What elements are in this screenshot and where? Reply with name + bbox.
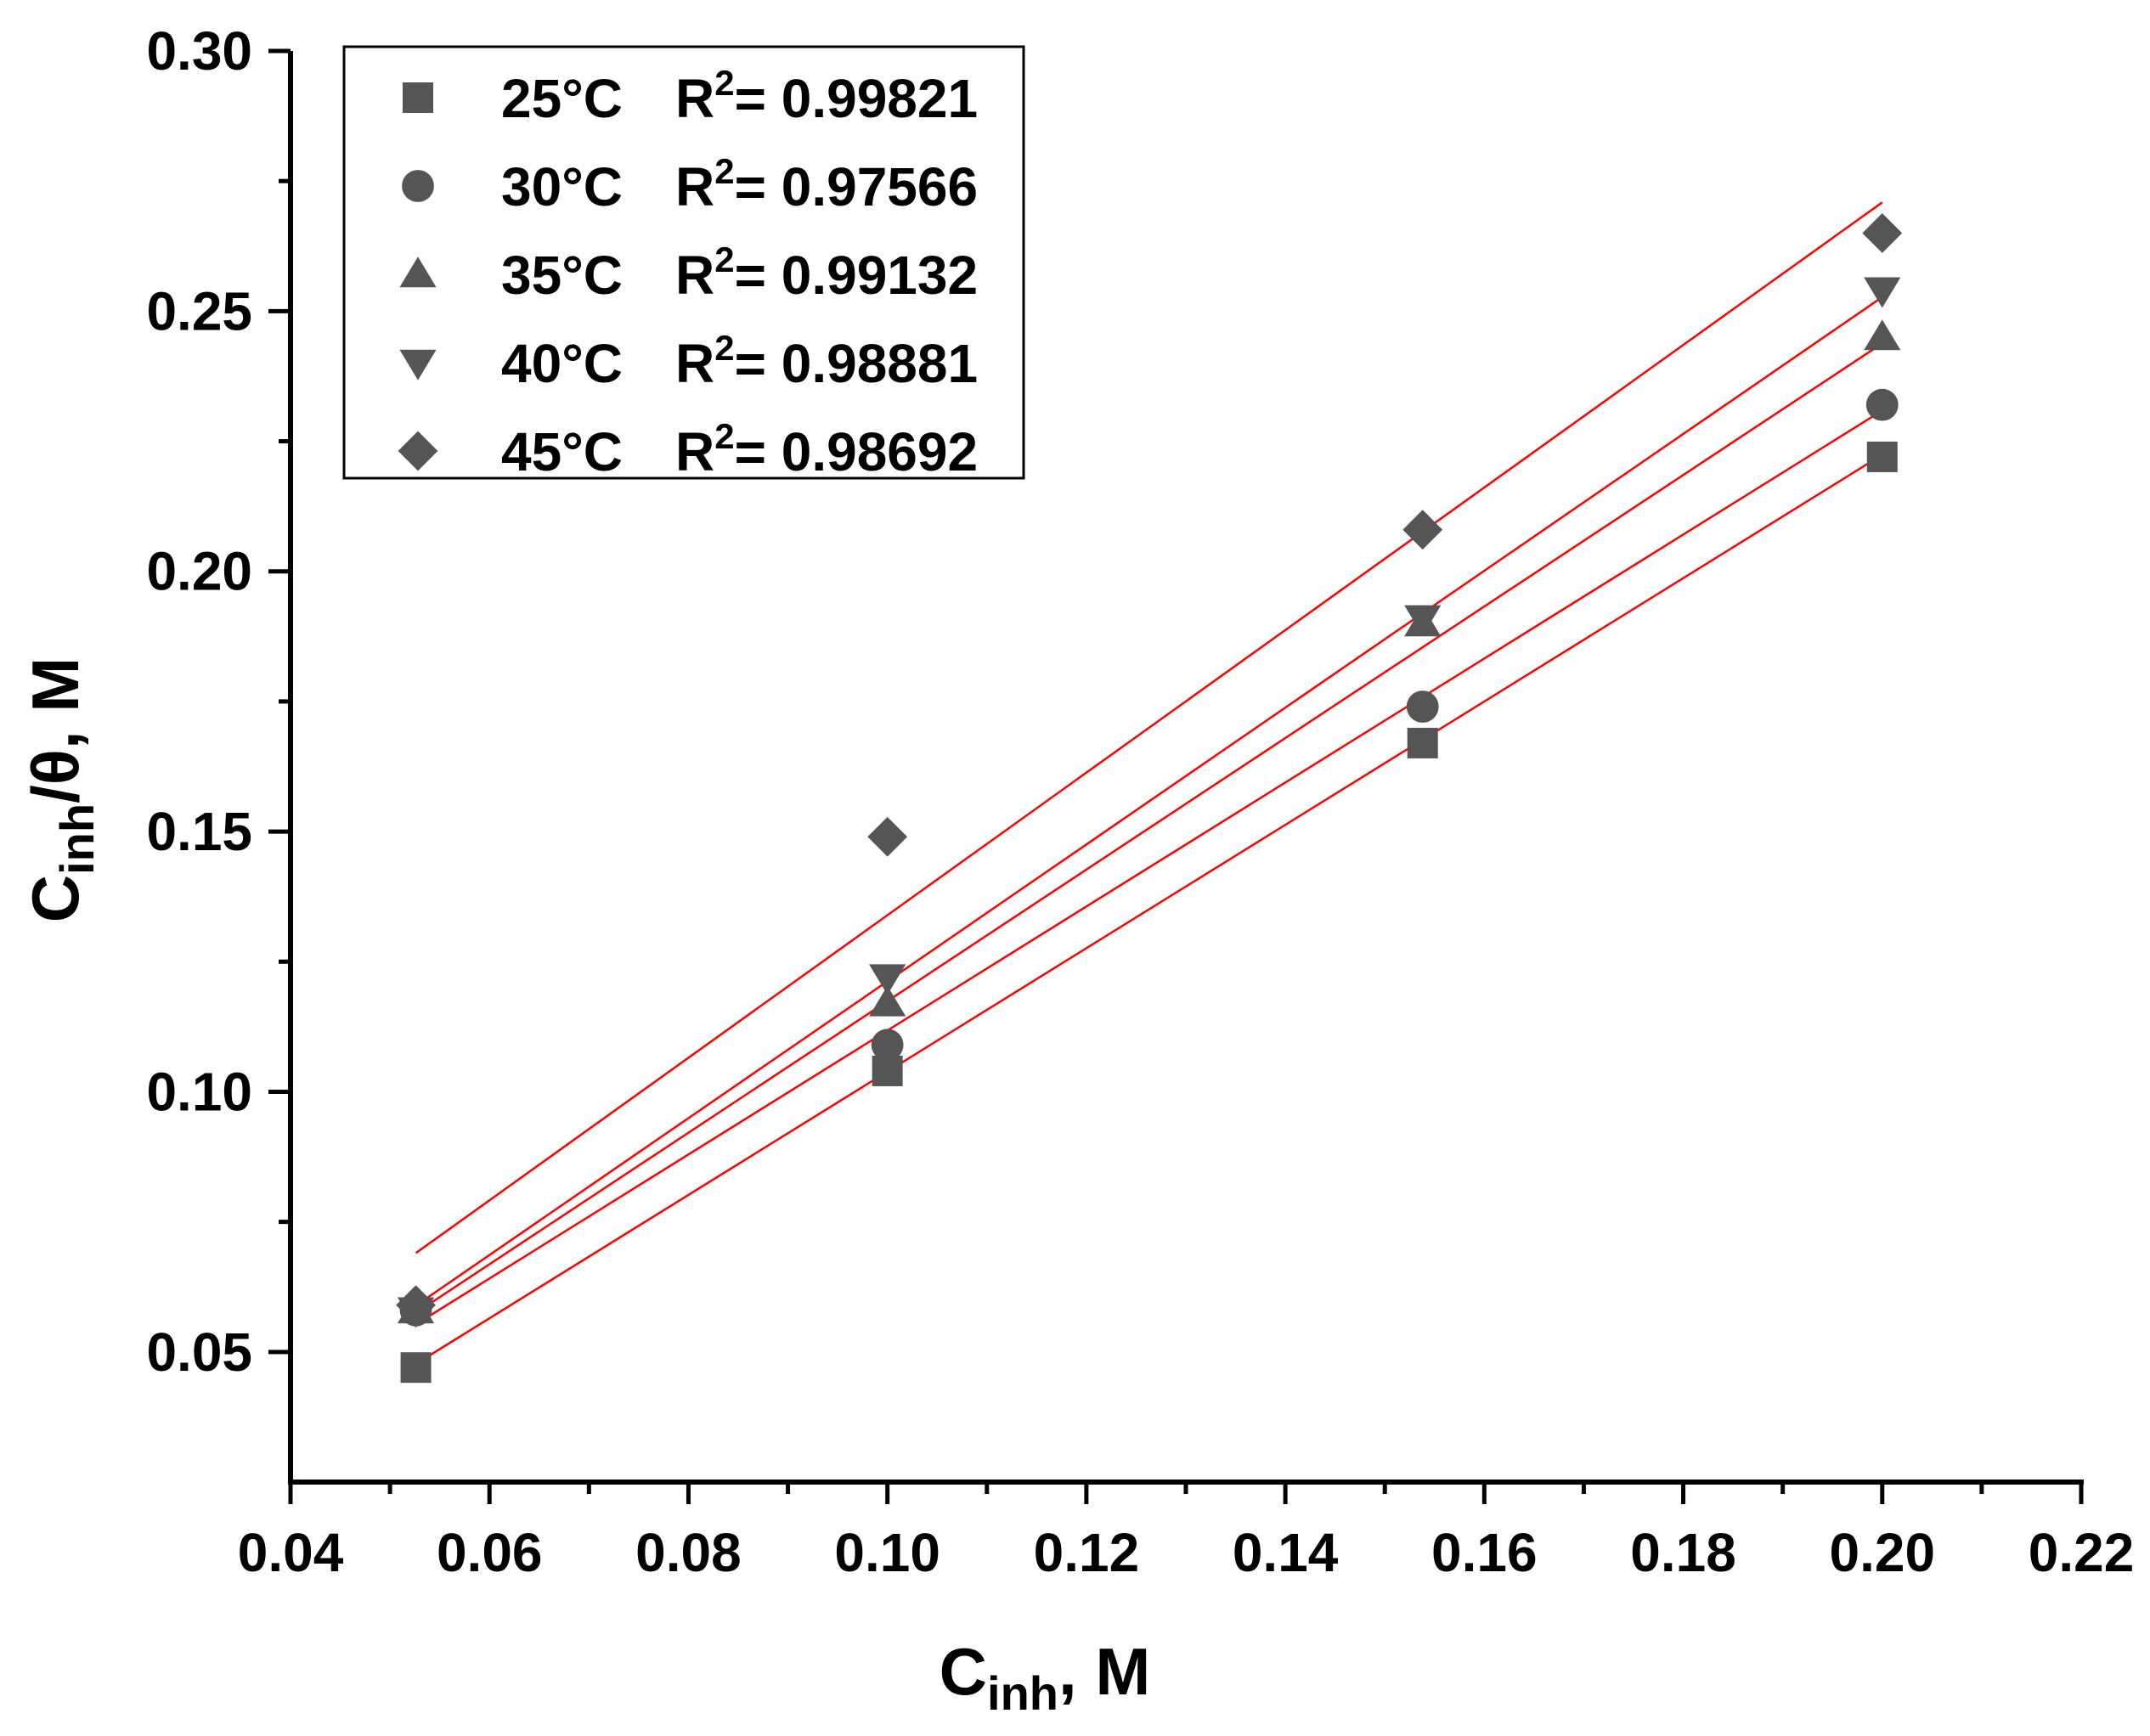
legend-r-label: R <box>675 68 714 129</box>
legend-r-label: R <box>675 333 714 394</box>
x-tick-label: 0.16 <box>1431 1522 1538 1583</box>
y-tick-label: 0.30 <box>146 20 252 82</box>
x-axis-title: Cinh, M <box>940 1634 1151 1720</box>
legend-frame <box>342 45 1025 480</box>
legend-series-name: 45°C <box>501 421 623 482</box>
legend-r-label: R <box>675 421 714 482</box>
x-tick-label: 0.20 <box>1829 1522 1935 1583</box>
x-tick-label: 0.18 <box>1630 1522 1736 1583</box>
data-point <box>869 964 906 995</box>
fit-line <box>415 342 1883 1314</box>
x-tick-label: 0.22 <box>2029 1522 2135 1583</box>
data-point <box>867 816 908 857</box>
x-axis-title-suffix: , M <box>1058 1634 1150 1709</box>
data-point <box>1865 388 1899 421</box>
x-tick-label: 0.12 <box>1034 1522 1140 1583</box>
y-tick-label: 0.05 <box>146 1322 252 1383</box>
data-point <box>396 1285 436 1326</box>
x-tick-label: 0.04 <box>238 1522 344 1583</box>
data-point <box>1402 510 1443 550</box>
legend-r-exponent: 2 <box>714 328 734 368</box>
data-point <box>1862 213 1903 253</box>
fit-line <box>415 409 1883 1326</box>
legend-r-exponent: 2 <box>714 151 734 191</box>
legend-r2-value: = 0.98881 <box>735 333 979 394</box>
y-axis-title-main: C <box>18 875 93 922</box>
legend-entry-text: 40°C R2= 0.98881 <box>501 328 978 394</box>
legend-marker <box>399 256 437 288</box>
legend-marker <box>399 349 437 380</box>
legend-series-name: 30°C <box>501 156 623 217</box>
data-markers <box>396 213 1903 1384</box>
x-axis-title-main: C <box>940 1634 987 1709</box>
legend-entry-text: 25°C R2= 0.99821 <box>501 63 978 129</box>
x-axis-title-sub: inh <box>987 1666 1058 1720</box>
data-point <box>1406 690 1439 723</box>
legend-series-name: 25°C <box>501 68 623 129</box>
legend-series-name: 40°C <box>501 333 623 394</box>
data-point <box>871 1029 904 1062</box>
data-point <box>1866 441 1898 472</box>
legend-r-exponent: 2 <box>714 240 734 279</box>
legend-r-label: R <box>675 156 714 217</box>
y-tick-label: 0.15 <box>146 801 252 862</box>
legend-r2-value: = 0.98692 <box>735 421 979 482</box>
fit-line <box>415 454 1883 1365</box>
data-point <box>1864 277 1901 308</box>
legend-r-label: R <box>675 245 714 306</box>
legend-marker <box>402 170 434 202</box>
y-axis-title-suffix: /θ, M <box>18 657 93 803</box>
x-tick-label: 0.08 <box>635 1522 742 1583</box>
legend-r-exponent: 2 <box>714 63 734 103</box>
legend-entry-text: 30°C R2= 0.97566 <box>501 151 978 217</box>
y-tick-label: 0.10 <box>146 1061 252 1122</box>
data-point <box>1404 605 1442 636</box>
data-point <box>1864 319 1901 351</box>
y-tick-label: 0.20 <box>146 541 252 602</box>
x-tick-label: 0.06 <box>437 1522 543 1583</box>
legend-r2-value: = 0.99821 <box>735 68 979 129</box>
x-tick-label: 0.10 <box>834 1522 940 1583</box>
legend-r2-value: = 0.99132 <box>735 245 979 306</box>
data-point <box>1407 727 1438 758</box>
y-axis-title: Cinh/θ, M <box>18 657 104 922</box>
legend-entry-text: 35°C R2= 0.99132 <box>501 240 978 306</box>
fit-lines <box>415 201 1883 1365</box>
y-tick-label: 0.25 <box>146 280 252 341</box>
legend-entry-text: 45°C R2= 0.98692 <box>501 416 978 482</box>
legend-marker <box>403 82 433 113</box>
legend-r-exponent: 2 <box>714 416 734 456</box>
legend-series-name: 35°C <box>501 245 623 306</box>
legend-marker <box>398 431 438 471</box>
legend-r2-value: = 0.97566 <box>735 156 979 217</box>
x-tick-label: 0.14 <box>1233 1522 1339 1583</box>
y-axis-title-sub: inh <box>50 803 104 875</box>
data-point <box>869 985 906 1017</box>
fit-line <box>415 201 1883 1254</box>
fit-line <box>415 296 1883 1307</box>
data-point <box>400 1352 432 1384</box>
